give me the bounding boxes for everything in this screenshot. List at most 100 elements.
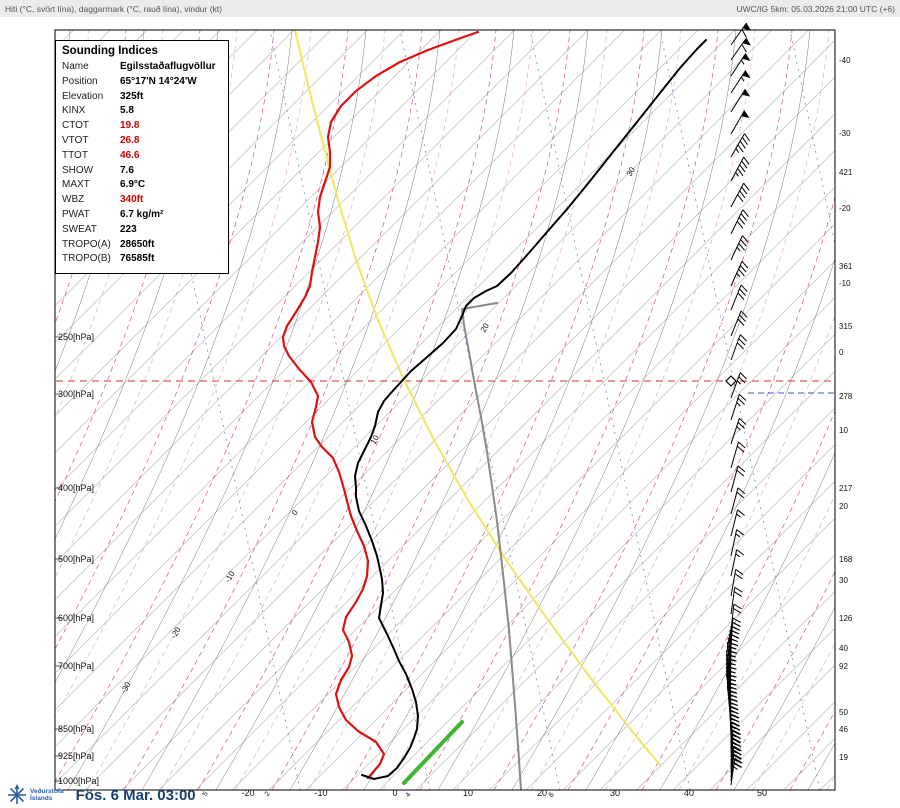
temperature-axis-label: -20 <box>241 788 254 798</box>
isotherm-line <box>636 591 835 790</box>
temperature-axis-label: 10 <box>463 788 473 798</box>
index-label: TROPO(A) <box>62 238 111 250</box>
index-value: 26.8 <box>120 134 140 146</box>
pressure-axis-label: 300[hPa] <box>58 389 94 399</box>
indices-row: KINX 5.8 <box>62 104 222 119</box>
wind-barb <box>730 235 749 261</box>
right-axis-label: 10 <box>839 426 848 435</box>
isotherm-line <box>562 517 835 790</box>
sounding-indices-panel: Sounding Indices Name Egilsstaðaflugvöllu… <box>55 40 229 275</box>
isotherm-line <box>195 150 835 790</box>
moist-adiabat-line <box>641 409 835 790</box>
index-value: 46.6 <box>120 149 140 161</box>
moist-adiabat-line <box>123 30 423 790</box>
moist-adiabat-line <box>86 30 386 790</box>
tropopause-marker-icon <box>725 375 737 387</box>
moist-adiabat-line <box>234 30 534 790</box>
index-label: TTOT <box>62 149 88 161</box>
temperature-axis-label: 40 <box>684 788 694 798</box>
moist-adiabat-line <box>864 30 900 790</box>
isotherm-line <box>0 30 37 790</box>
isotherm-line <box>55 30 699 674</box>
wind-barb <box>730 53 751 77</box>
index-value: Egilsstaðaflugvöllur <box>120 61 216 72</box>
dry-adiabat-line <box>289 30 589 790</box>
wind-barb <box>730 393 747 421</box>
adiabat-value-label: 10 <box>369 433 382 446</box>
temperature-curve <box>354 39 707 780</box>
dry-adiabat-line <box>215 30 515 790</box>
index-label: CTOT <box>62 120 90 132</box>
right-axis-label: 30 <box>839 576 848 585</box>
indices-row: SHOW 7.6 <box>62 164 222 179</box>
moist-adiabat-line <box>530 30 830 790</box>
moist-adiabat-line <box>197 30 497 790</box>
wind-barb <box>730 487 746 515</box>
wind-barb <box>730 133 751 158</box>
wind-barb <box>730 209 749 235</box>
indices-rows: Name Egilsstaðaflugvöllur Position 65°17'N … <box>62 60 222 267</box>
legend-caption: Hiti (°C, svört lína), daggarmark (°C, r… <box>5 3 222 14</box>
mixing-ratio-value-label: 5 <box>202 790 210 797</box>
index-value: 6.9°C <box>120 179 146 191</box>
isotherm-line <box>55 30 552 527</box>
isotherm-line <box>820 774 835 790</box>
index-label: SHOW <box>62 164 94 176</box>
mixing-ratio-value-label: 4 <box>405 791 413 798</box>
indices-row: CTOT 19.8 <box>62 119 222 134</box>
temperature-axis-label: 20 <box>537 788 547 798</box>
index-label: SWEAT <box>62 223 97 235</box>
indices-row: Name Egilsstaðaflugvöllur <box>62 60 222 75</box>
right-axis-label: 126 <box>839 614 853 623</box>
top-bar: Hiti (°C, svört lína), daggarmark (°C, r… <box>0 0 900 17</box>
indices-row: TROPO(B) 76585ft <box>62 252 222 267</box>
isotherm-line <box>894 30 900 790</box>
dry-adiabat-line <box>437 30 737 790</box>
isotherm-line <box>55 30 478 454</box>
dry-adiabat-line <box>807 742 835 790</box>
right-axis-label: 168 <box>839 555 853 564</box>
index-value: 6.7 kg/m² <box>120 208 164 220</box>
dry-adiabat-line <box>141 30 441 790</box>
indices-row: WBZ 340ft <box>62 193 222 208</box>
isotherm-line <box>746 701 835 790</box>
isotherm-line <box>55 30 625 601</box>
index-label: Elevation <box>62 90 104 102</box>
isotherm-line <box>55 30 772 748</box>
moist-adiabat-line <box>382 30 682 790</box>
wind-barb <box>730 284 748 311</box>
green-reference-segment <box>402 720 464 785</box>
wind-barb <box>730 70 751 94</box>
moist-adiabat-line <box>308 30 608 790</box>
indices-title: Sounding Indices <box>62 45 158 57</box>
dry-adiabat-line <box>363 30 663 790</box>
moist-adiabat-line <box>567 195 835 790</box>
index-value: 65°17'N 14°24'W <box>120 75 197 87</box>
wind-barb <box>730 261 749 287</box>
isotherm-line <box>55 30 368 343</box>
isotherm-line <box>673 627 835 790</box>
pressure-axis-label: 1000[hPa] <box>58 776 99 786</box>
mixing-ratio-line <box>789 30 835 246</box>
moist-adiabat-line <box>55 30 312 718</box>
plot-border <box>54 29 836 791</box>
index-label: Name <box>62 61 89 72</box>
wind-barb <box>730 37 751 61</box>
dry-adiabat-line <box>733 606 835 790</box>
pressure-axis-label: 600[hPa] <box>58 613 94 623</box>
adiabat-value-label: -10 <box>223 569 237 584</box>
model-run-caption: UWC/IG 5km: 05.03.2026 21:00 UTC (+6) <box>736 3 896 14</box>
isotherm-line <box>489 444 835 790</box>
index-label: PWAT <box>62 208 90 220</box>
wind-barb <box>730 88 751 113</box>
moist-adiabat-line <box>826 775 835 790</box>
right-axis-label: -10 <box>839 279 851 288</box>
pressure-axis-label: 500[hPa] <box>58 554 94 564</box>
mixing-ratio-value-label: 2 <box>264 790 272 797</box>
isotherm-line <box>232 186 835 790</box>
indices-row: Position 65°17'N 14°24'W <box>62 75 222 90</box>
index-label: VTOT <box>62 134 89 146</box>
mixing-ratio-line <box>529 30 691 790</box>
dry-adiabat-line <box>511 30 811 790</box>
isotherm-line <box>783 738 835 790</box>
